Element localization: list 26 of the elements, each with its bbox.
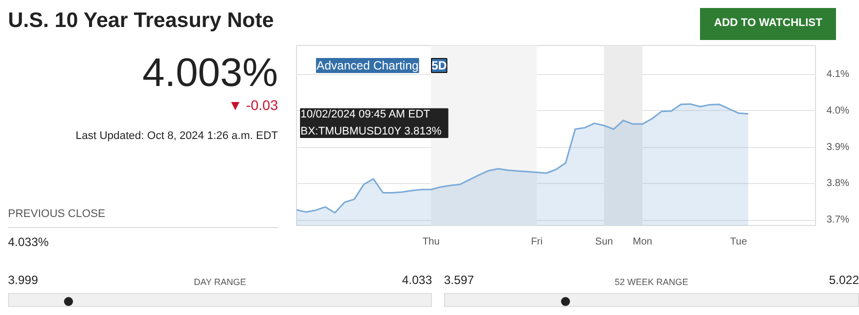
text: 3.597 [444,272,474,289]
annotation: 5D [432,58,448,72]
text: 3.999 [8,272,38,289]
text: 4.003% [141,51,278,95]
y-tick-label: 3.9% [826,142,850,153]
y-tick-label: 4.1% [826,69,850,80]
annotation: 10/02/2024 09:45 AM EDT BX:TMUBMUSD10Y 3.813% [300,108,442,138]
x-tick-label: Sun [595,236,613,248]
text: DAY RANGE [194,276,246,290]
text: ADD TO WATCHLIST [700,8,836,40]
text: 52 WEEK RANGE [614,276,688,290]
text: 5.022 [828,272,859,289]
chart-title: U.S. 10 Year Treasury Note [7,8,274,34]
x-tick-label: Thu [422,236,440,248]
y-tick-label: 3.7% [826,214,850,226]
y-tick-label: 4.0% [826,105,850,116]
annotation: Advanced Charting [316,58,419,72]
text: 4.033 [402,272,432,289]
x-tick-label: Fri [530,236,543,248]
text: Last Updated: Oct 8, 2024 1:26 a.m. EDT [74,129,278,144]
text: ▼ -0.03 [227,96,278,115]
x-tick-label: Mon [632,236,652,248]
y-tick-label: 3.8% [826,178,850,190]
text: 4.033% [8,234,50,252]
text: PREVIOUS CLOSE [8,206,278,228]
x-tick-label: Tue [730,236,748,248]
